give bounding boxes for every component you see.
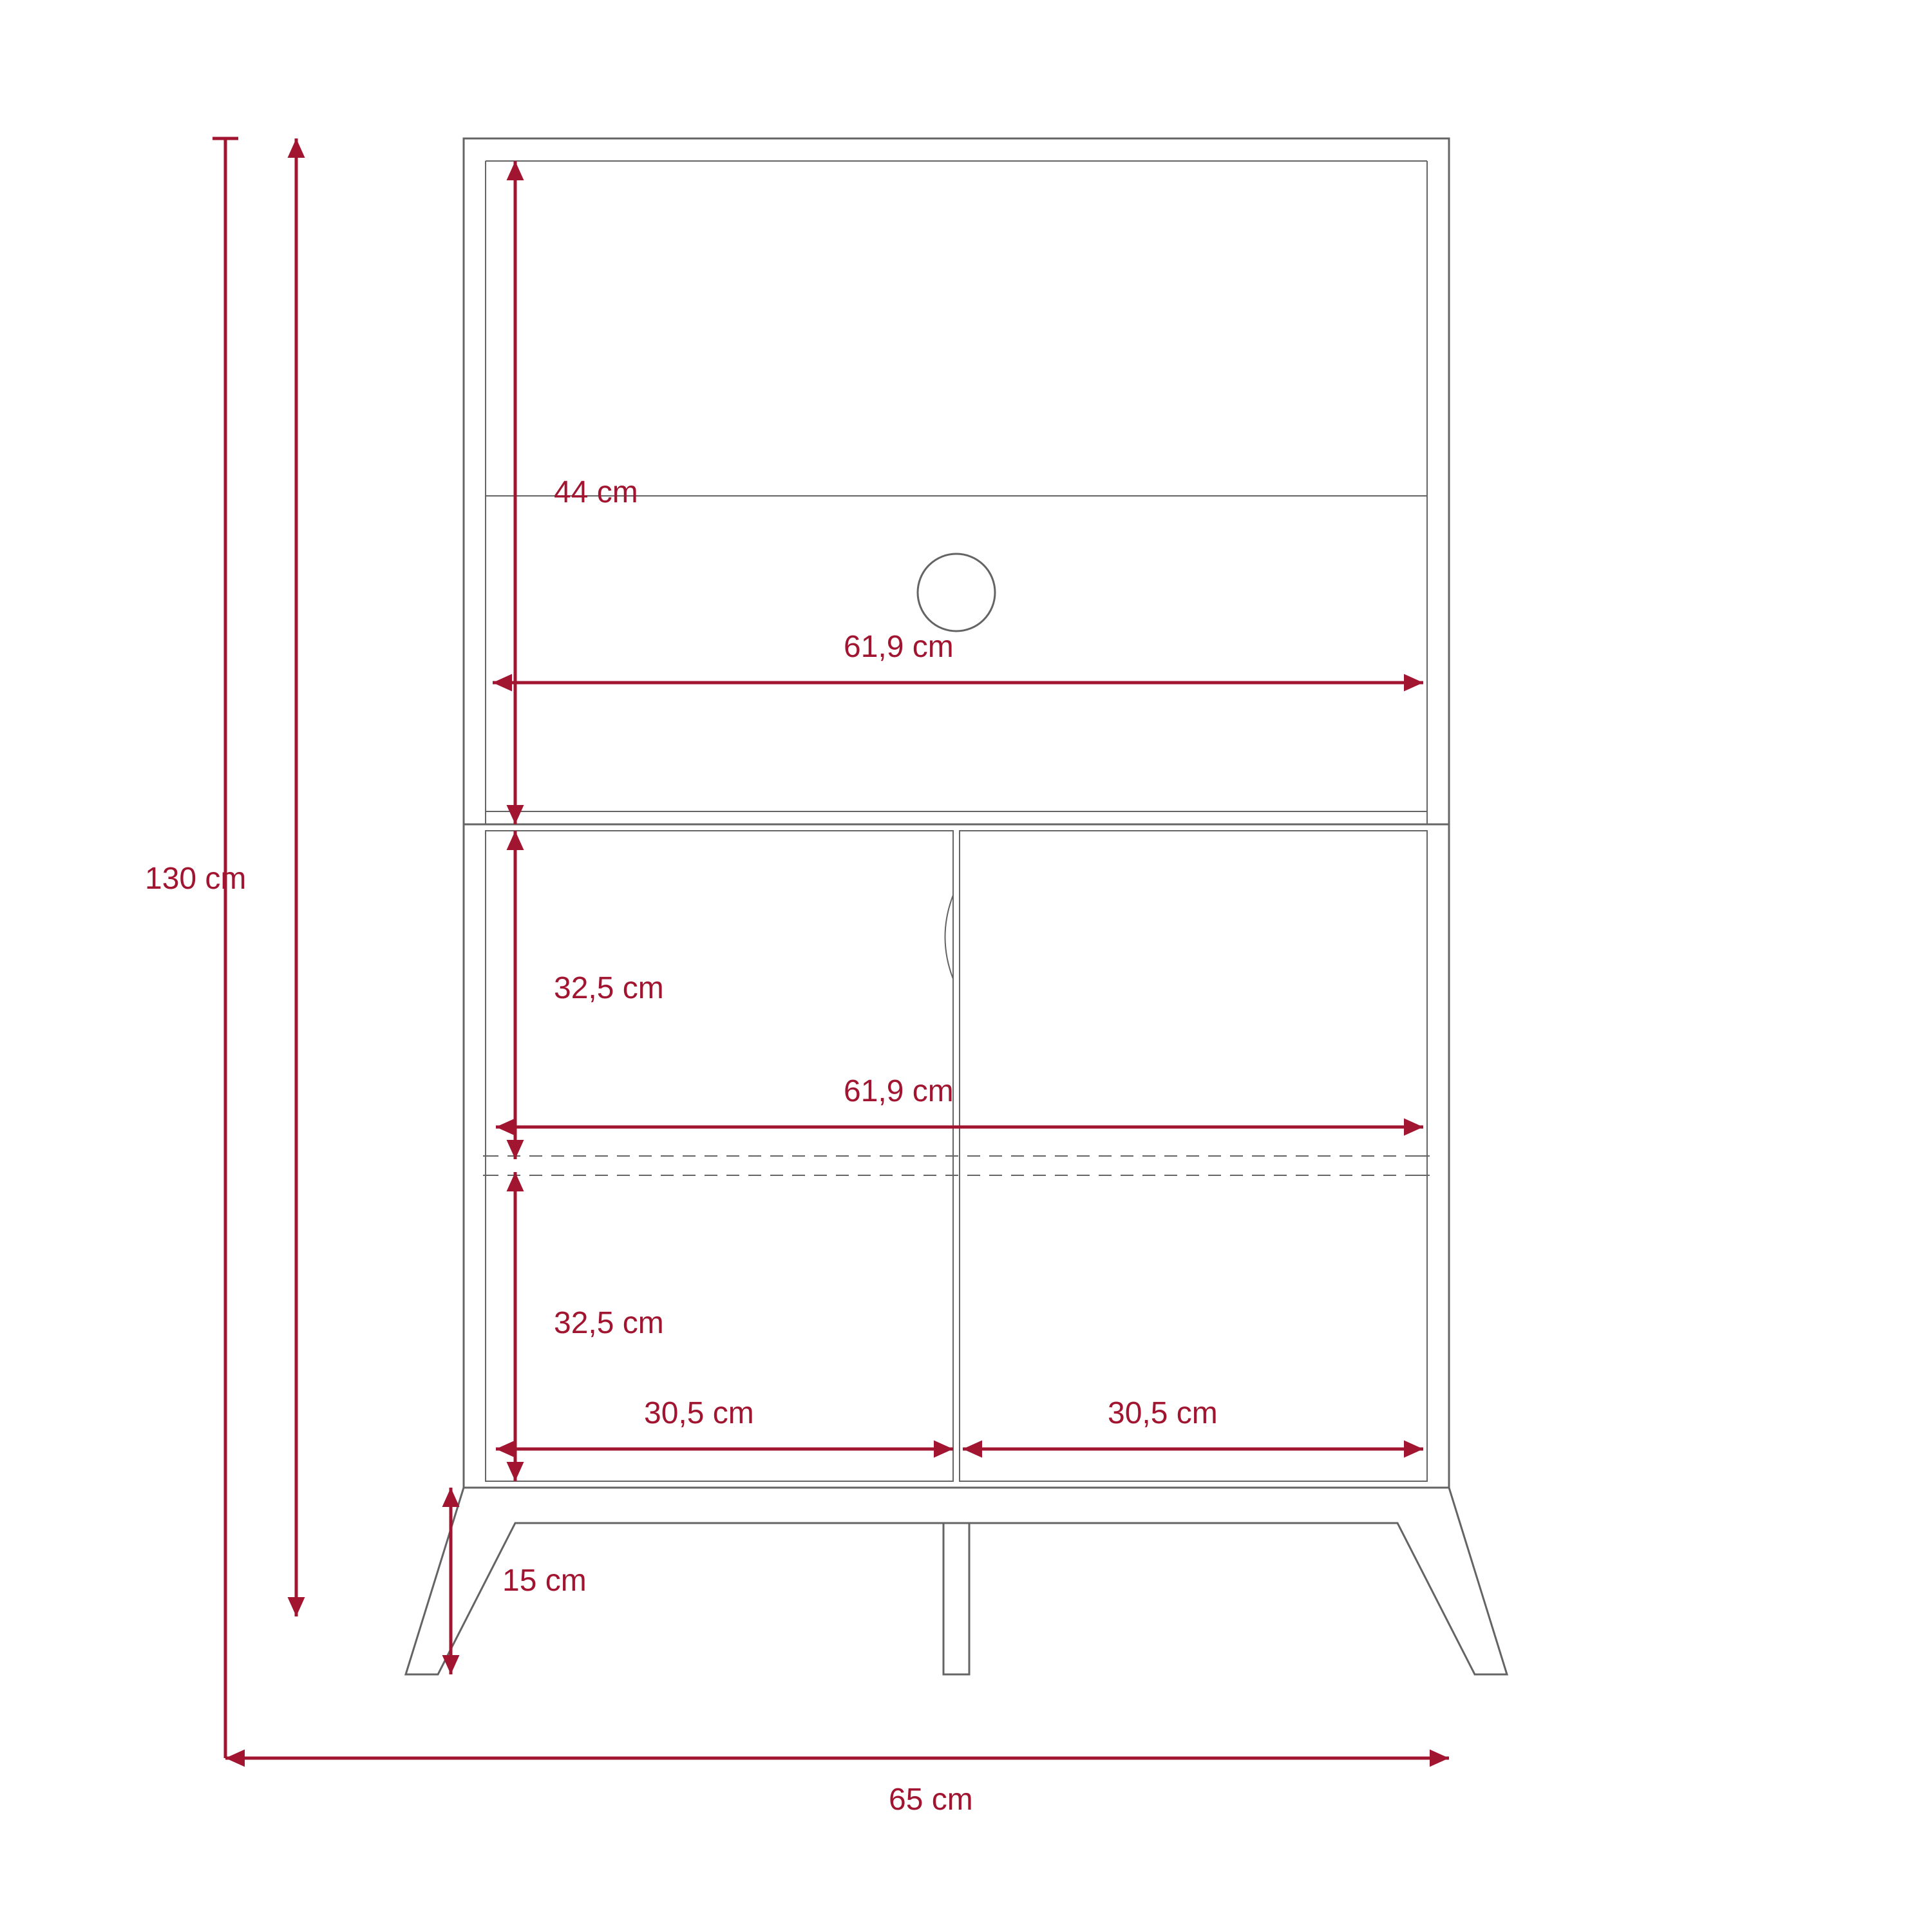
cabinet-outline [464, 138, 1449, 1488]
svg-text:61,9 cm: 61,9 cm [844, 1074, 954, 1108]
svg-text:130 cm: 130 cm [145, 862, 246, 896]
svg-text:30,5 cm: 30,5 cm [644, 1396, 754, 1430]
svg-text:32,5 cm: 32,5 cm [554, 971, 664, 1005]
svg-text:32,5 cm: 32,5 cm [554, 1306, 664, 1340]
svg-text:44 cm: 44 cm [554, 475, 638, 509]
dimension-frame [213, 138, 1449, 1758]
dimension-lines: 130 cm 44 cm 32,5 cm 32,5 cm 15 cm 65 cm 61,9 … [145, 138, 1449, 1817]
svg-text:65 cm: 65 cm [889, 1783, 973, 1817]
svg-text:61,9 cm: 61,9 cm [844, 630, 954, 664]
svg-text:15 cm: 15 cm [502, 1564, 587, 1598]
svg-text:30,5 cm: 30,5 cm [1108, 1396, 1218, 1430]
